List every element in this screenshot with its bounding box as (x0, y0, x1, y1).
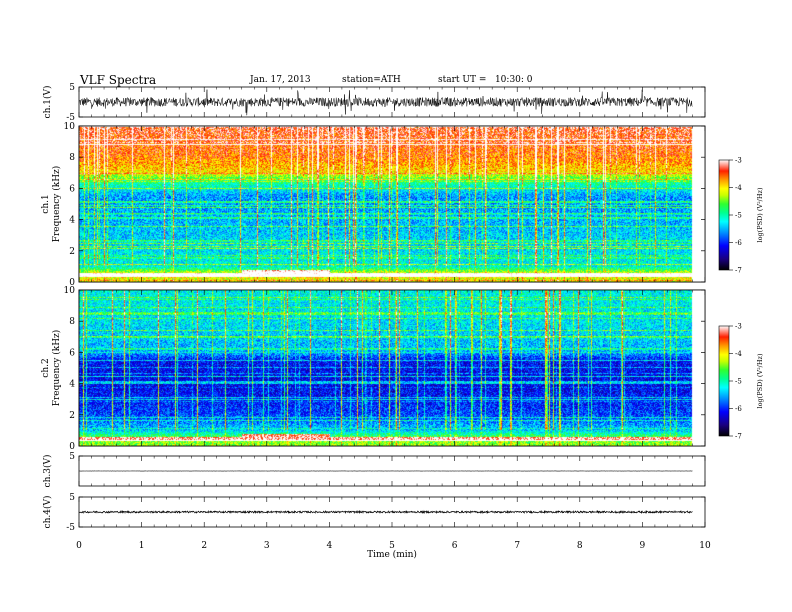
ch1-colorbar-scale (718, 159, 730, 271)
x-tick-label: 9 (640, 541, 646, 551)
ch1-spectrogram-image (79, 126, 705, 282)
y-tick-label: 0 (69, 278, 75, 288)
ch1-spectrogram-ylabel-freq: Frequency (kHz) (51, 166, 62, 243)
ch3-waveform-yticks: 5 (69, 452, 705, 462)
x-tick-label: 4 (327, 541, 333, 551)
colorbar-tick-label: -4 (735, 350, 742, 358)
y-tick-label: 5 (69, 452, 75, 462)
y-tick-label: 4 (69, 216, 75, 226)
colorbar-tick-label: -6 (735, 405, 742, 413)
y-tick-label: -5 (66, 523, 75, 533)
ch1-waveform-line (78, 89, 693, 116)
colorbar-tick-label: -4 (735, 184, 742, 192)
colorbar-tick-label: -6 (735, 239, 742, 247)
figure-title: VLF Spectra (79, 73, 156, 87)
ch1-colorbar-ticks: -3 -4 -5 -6 -7 (729, 157, 742, 275)
x-tick-label: 1 (139, 541, 145, 551)
y-tick-label: 10 (64, 122, 76, 132)
ch2-spectrogram-image-wrap (79, 290, 705, 446)
ch1-waveform-ylabel: ch.1(V) (42, 86, 53, 119)
ch1-waveform-yticks: 5 -5 (66, 83, 705, 123)
y-tick-label: 5 (69, 83, 75, 93)
ch4-waveform-yticks: 5 -5 (66, 493, 705, 533)
colorbar-tick-label: -3 (735, 157, 742, 165)
ch2-colorbar: -3 -4 -5 -6 -7 log(PSD) (V²/Hz) (718, 323, 764, 441)
x-tick-label: 7 (514, 541, 520, 551)
y-tick-label: 8 (69, 153, 75, 163)
x-tick-label: 0 (76, 541, 82, 551)
ch2-spectrogram-ylabel-channel: ch.2 (41, 358, 51, 377)
ch2-spectrogram-yticks: 10 8 6 4 2 0 (64, 286, 705, 452)
y-tick-label: 2 (69, 247, 75, 257)
y-tick-label: 5 (69, 493, 75, 503)
time-axis-tick-labels: 0 1 2 3 4 5 6 7 8 9 10 (76, 541, 711, 551)
start-time-label: start UT = 10:30: 0 (438, 75, 533, 85)
y-tick-label: 0 (69, 442, 75, 452)
ch1-spectrogram-panel: 10 8 6 4 2 0 ch.1 Frequency (kHz) (41, 122, 706, 288)
y-tick-label: 6 (69, 184, 75, 194)
x-tick-label: 6 (452, 541, 458, 551)
ch1-spectrogram-yticks: 10 8 6 4 2 0 (64, 122, 705, 288)
ch2-colorbar-ticks: -3 -4 -5 -6 -7 (729, 323, 742, 441)
ch3-waveform-ylabel: ch.3(V) (42, 455, 53, 488)
y-tick-label: -5 (66, 113, 75, 123)
ch2-spectrogram-image (79, 290, 705, 446)
x-tick-label: 8 (577, 541, 583, 551)
x-tick-label: 5 (389, 541, 395, 551)
colorbar-tick-label: -3 (735, 323, 742, 331)
date-label: Jan. 17, 2013 (249, 75, 311, 85)
ch2-spectrogram-panel: 10 8 6 4 2 0 ch.2 Frequency (kHz) (41, 286, 706, 452)
ch1-spectrogram-image-wrap (79, 126, 705, 282)
y-tick-label: 8 (69, 317, 75, 327)
station-label: station=ATH (342, 75, 401, 85)
ch4-waveform-ylabel: ch.4(V) (42, 496, 53, 529)
x-tick-label: 2 (201, 541, 207, 551)
x-tick-label: 3 (264, 541, 270, 551)
colorbar-tick-label: -7 (735, 433, 742, 441)
ch1-colorbar: -3 -4 -5 -6 -7 log(PSD) (V²/Hz) (718, 157, 764, 275)
y-tick-label: 10 (64, 286, 76, 296)
y-tick-label: 6 (69, 348, 75, 358)
colorbar-tick-label: -5 (735, 378, 742, 386)
colorbar-tick-label: -5 (735, 212, 742, 220)
time-axis-label: Time (min) (367, 549, 417, 560)
ch2-spectrogram-ylabel-freq: Frequency (kHz) (51, 330, 62, 407)
y-tick-label: 4 (69, 380, 75, 390)
ch4-waveform-line (78, 509, 693, 515)
ch2-colorbar-label: log(PSD) (V²/Hz) (756, 353, 764, 408)
colorbar-tick-label: -7 (735, 267, 742, 275)
time-axis-ticks (78, 87, 706, 527)
y-tick-label: 2 (69, 411, 75, 421)
x-tick-label: 10 (699, 541, 711, 551)
ch2-colorbar-scale (718, 325, 730, 437)
ch1-spectrogram-ylabel-channel: ch.1 (41, 194, 51, 213)
ch1-colorbar-label: log(PSD) (V²/Hz) (756, 187, 764, 242)
